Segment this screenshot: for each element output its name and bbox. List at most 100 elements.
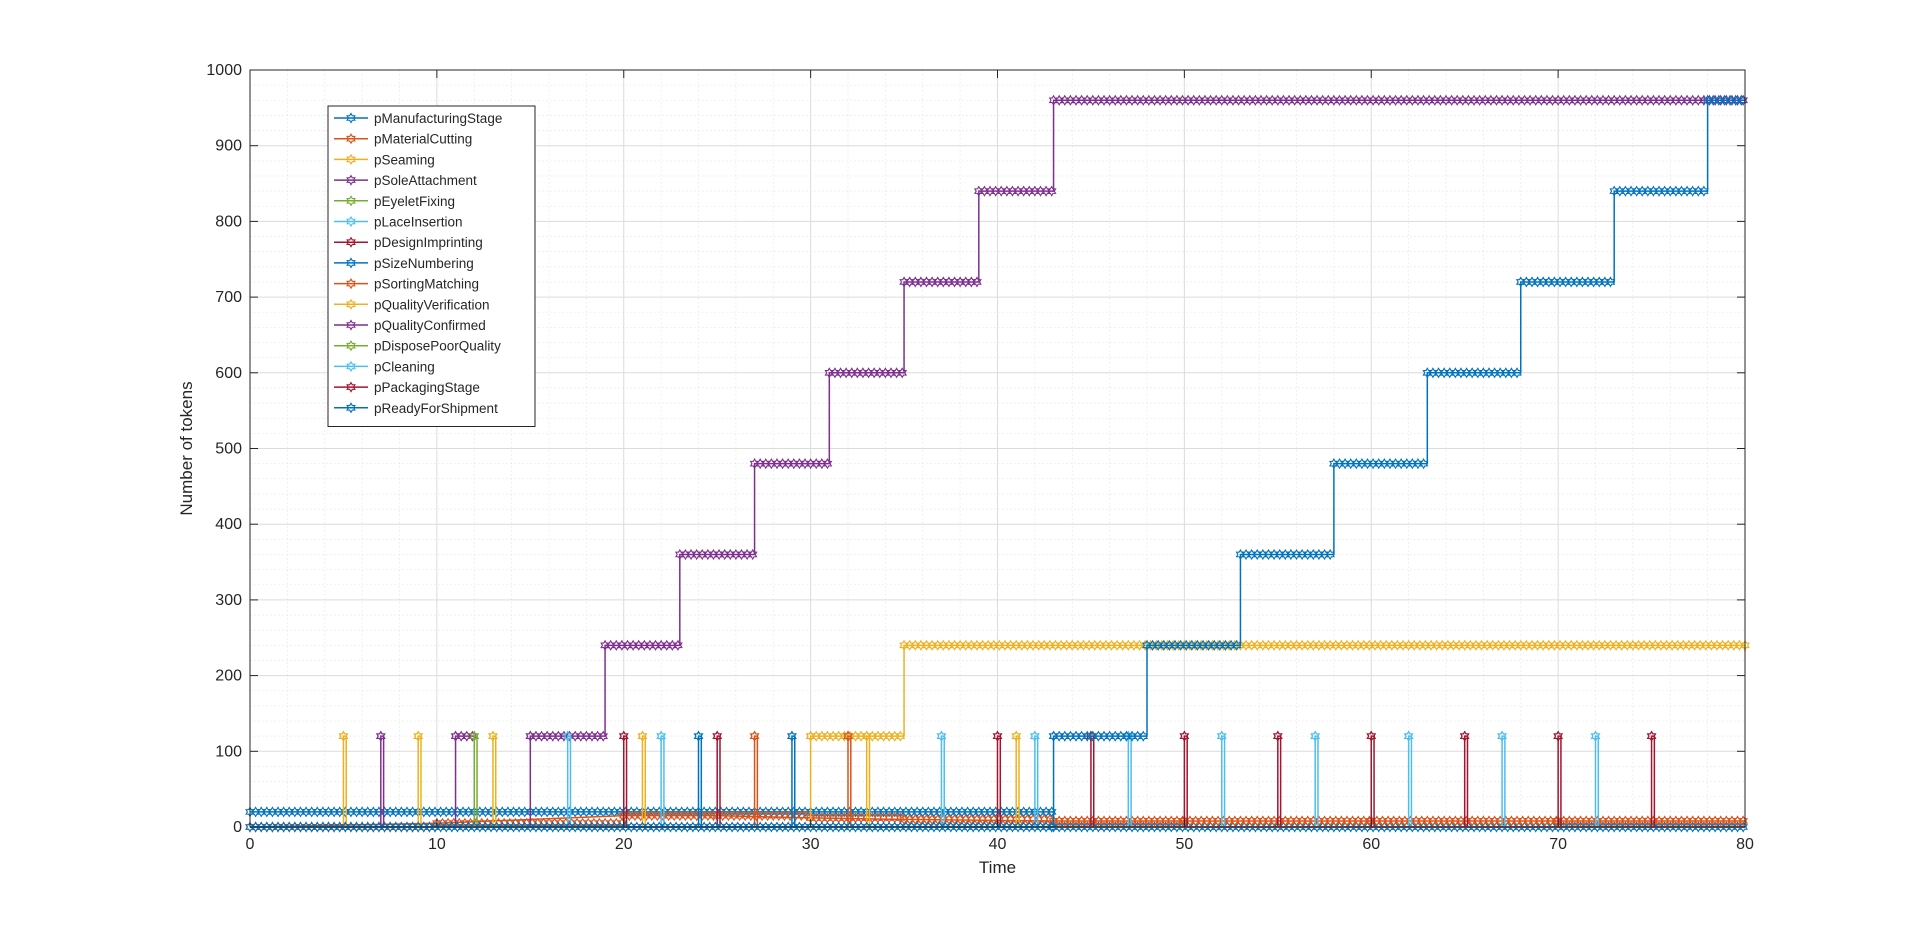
y-tick-label: 300 — [215, 592, 242, 609]
series-marker — [1179, 730, 1190, 742]
series-marker — [1512, 367, 1522, 379]
x-tick-label: 40 — [989, 836, 1007, 853]
y-tick-label: 900 — [215, 138, 242, 155]
series-marker — [1646, 730, 1657, 742]
legend-swatch-marker — [346, 174, 356, 186]
series-marker — [1699, 185, 1709, 197]
series-marker — [673, 639, 683, 651]
y-tick-label: 200 — [215, 668, 242, 685]
series-marker — [637, 730, 648, 742]
legend-swatch-marker — [346, 402, 356, 414]
legend-label: pQualityConfirmed — [374, 318, 486, 333]
series-marker — [861, 730, 872, 742]
legend-swatch-marker — [346, 112, 356, 124]
series-marker — [1738, 815, 1748, 827]
series-marker — [1738, 821, 1748, 833]
x-tick-label: 50 — [1175, 836, 1193, 853]
series-markers — [861, 730, 1022, 742]
series-marker — [992, 730, 1003, 742]
series-markers — [693, 730, 797, 742]
legend-item-pSoleAttachment: pSoleAttachment — [334, 173, 477, 188]
series-marker — [747, 548, 758, 561]
y-tick-label: 0 — [233, 819, 242, 836]
legend-label: pPackagingStage — [374, 380, 480, 395]
series-marker — [1216, 730, 1227, 742]
legend-label: pManufacturingStage — [374, 111, 502, 126]
legend-swatch-marker — [346, 195, 356, 207]
series-markers — [469, 730, 480, 742]
legend-swatch-marker — [346, 236, 356, 248]
series-marker — [1138, 730, 1149, 742]
legend-label: pSortingMatching — [374, 277, 479, 292]
series-marker — [749, 730, 760, 742]
series-marker — [693, 730, 704, 742]
legend-item-pDesignImprinting: pDesignImprinting — [334, 235, 483, 250]
y-tick-label: 600 — [215, 365, 242, 382]
legend-label: pReadyForShipment — [374, 401, 498, 416]
y-tick-label: 400 — [215, 516, 242, 533]
legend-item-pSortingMatching: pSortingMatching — [334, 277, 479, 292]
y-tick-label: 700 — [215, 289, 242, 306]
series-marker — [1366, 730, 1377, 742]
y-tick-label: 500 — [215, 441, 242, 458]
legend-item-pQualityConfirmed: pQualityConfirmed — [334, 318, 486, 333]
legend-item-pSizeNumbering: pSizeNumbering — [334, 256, 474, 271]
series-marker — [1497, 730, 1507, 742]
x-tick-label: 80 — [1736, 836, 1754, 853]
legend-item-pManufacturingStage: pManufacturingStage — [334, 111, 502, 126]
series-marker — [1325, 548, 1335, 561]
legend-label: pDisposePoorQuality — [374, 339, 501, 354]
legend-item-pPackagingStage: pPackagingStage — [334, 380, 480, 395]
legend-item-pCleaning: pCleaning — [334, 359, 435, 374]
legend-item-pReadyForShipment: pReadyForShipment — [334, 401, 498, 416]
series-markers — [749, 730, 853, 742]
ticks-layer: 0 10 20 30 40 50 60 70 8001002003004005006007008… — [206, 62, 1754, 853]
series-markers — [245, 806, 1748, 833]
series-marker — [897, 367, 908, 379]
x-axis-label: Time — [979, 858, 1016, 877]
legend-label: pQualityVerification — [374, 297, 490, 312]
legend-label: pSeaming — [374, 152, 435, 167]
legend: pManufacturingStage pMaterialCutting pSeam… — [327, 105, 536, 427]
legend-label: pLaceInsertion — [374, 215, 463, 230]
series-marker — [338, 730, 349, 742]
y-axis-label: Number of tokens — [177, 381, 196, 515]
y-tick-label: 800 — [215, 213, 242, 230]
series-marker — [972, 276, 982, 288]
legend-label: pCleaning — [374, 359, 435, 374]
legend-swatch-marker — [346, 133, 356, 145]
series-marker — [1310, 730, 1321, 742]
series-marker — [1231, 639, 1242, 651]
series-marker — [618, 730, 629, 742]
legend-label: pEyeletFixing — [374, 194, 455, 209]
legend-label: pSizeNumbering — [374, 256, 474, 271]
series-marker — [656, 730, 666, 742]
legend-label: pMaterialCutting — [374, 132, 472, 147]
x-tick-label: 70 — [1549, 836, 1567, 853]
series-marker — [488, 730, 498, 742]
legend-item-pLaceInsertion: pLaceInsertion — [334, 215, 463, 230]
legend-swatch-marker — [346, 360, 356, 372]
series-marker — [895, 730, 906, 742]
series-marker — [413, 730, 424, 742]
legend-label: pDesignImprinting — [374, 235, 483, 250]
series-line — [250, 99, 1745, 828]
legend-swatch-marker — [346, 319, 356, 331]
series-marker — [787, 730, 797, 742]
series-marker — [375, 730, 386, 742]
series-marker — [1418, 458, 1429, 470]
x-tick-label: 10 — [428, 836, 446, 853]
series-markers — [245, 94, 1747, 833]
legend-item-pEyeletFixing: pEyeletFixing — [334, 194, 455, 209]
legend-item-pQualityVerification: pQualityVerification — [334, 297, 490, 312]
series-marker — [1403, 730, 1414, 742]
legend-item-pSeaming: pSeaming — [334, 152, 435, 167]
series-markers — [375, 94, 1748, 742]
y-tick-label: 100 — [215, 743, 242, 760]
legend-swatch-marker — [346, 381, 356, 393]
x-tick-label: 0 — [246, 836, 255, 853]
series-marker — [1046, 185, 1057, 197]
series-marker — [1046, 821, 1057, 833]
legend-swatch-marker — [346, 340, 356, 352]
